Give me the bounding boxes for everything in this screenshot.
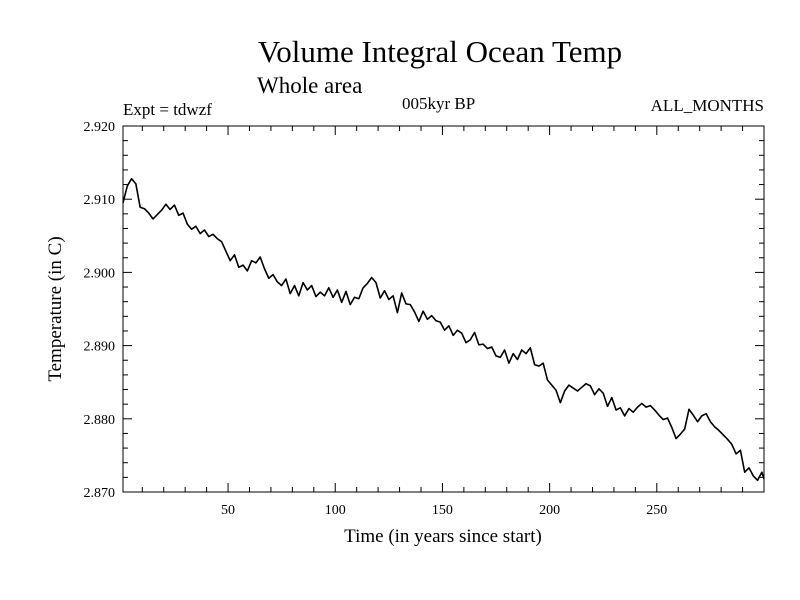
axis-ticks (123, 125, 764, 493)
y-tick-label: 2.900 (84, 266, 116, 281)
y-tick-label: 2.920 (84, 120, 116, 135)
y-axis-label: Temperature (in C) (45, 236, 66, 381)
y-tick-label: 2.870 (84, 486, 116, 501)
axis-tick-labels: 50 100 150 200 250 2.870 2.880 2.890 2.900 2.910 2… (84, 120, 668, 518)
x-tick-label: 150 (432, 503, 453, 518)
y-tick-label: 2.910 (84, 193, 116, 208)
temperature-series-line (122, 177, 765, 482)
x-tick-label: 100 (325, 503, 346, 518)
experiment-label: Expt = tdwzf (123, 100, 212, 119)
y-tick-label: 2.880 (84, 413, 116, 428)
period-label: 005kyr BP (402, 94, 476, 113)
x-tick-label: 200 (539, 503, 560, 518)
chart-subtitle: Whole area (257, 73, 363, 98)
chart-title: Volume Integral Ocean Temp (257, 34, 623, 69)
x-tick-label: 50 (221, 503, 235, 518)
y-tick-label: 2.890 (84, 340, 116, 355)
months-label: ALL_MONTHS (650, 96, 764, 115)
x-axis-label: Time (in years since start) (344, 526, 542, 547)
x-tick-label: 250 (646, 503, 667, 518)
plot-frame (122, 125, 765, 493)
